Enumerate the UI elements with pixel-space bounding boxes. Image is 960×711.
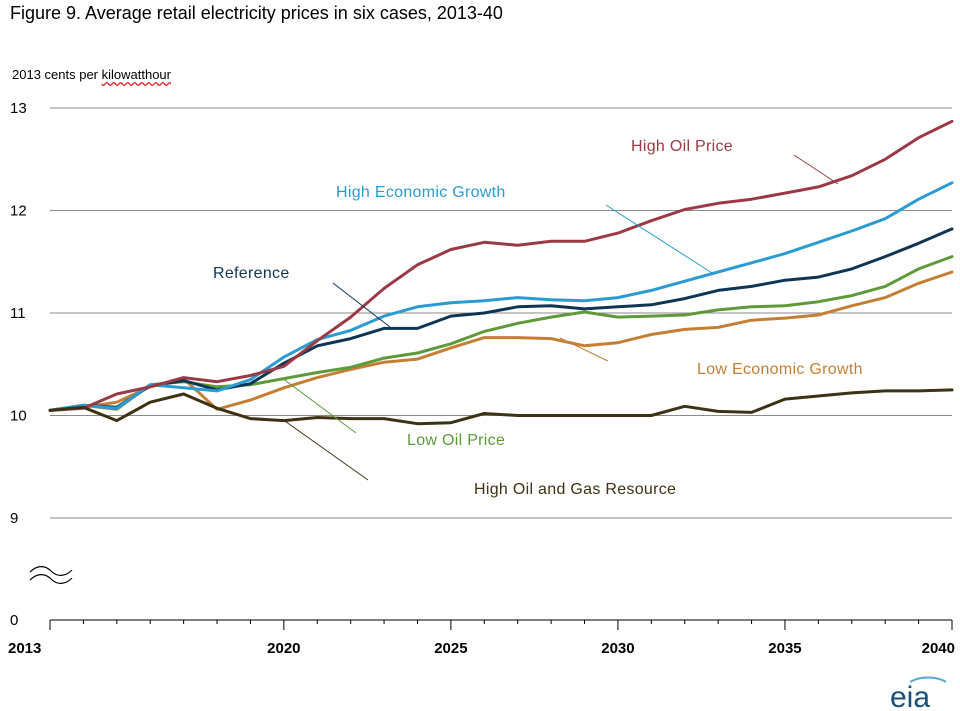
label-high-oil-price: High Oil Price [631, 138, 733, 155]
series-line-reference [48, 227, 954, 412]
x-tick-label-2035: 2035 [768, 640, 801, 657]
x-tick-label-2030: 2030 [601, 640, 634, 657]
series-labels: High Oil Price High Economic Growth Refe… [213, 138, 863, 498]
eia-logo-text: eia [890, 681, 930, 710]
series-line-low-economic-growth [48, 270, 954, 412]
x-tick-labels: 2013 2020 2025 2030 2035 2040 [8, 640, 955, 657]
series-lines [48, 119, 954, 426]
series-line-high-economic-growth [48, 181, 954, 412]
y-tick-label-10: 10 [10, 408, 27, 425]
leader-high-oil-and-gas-resource [281, 418, 369, 481]
label-low-economic-growth: Low Economic Growth [697, 361, 863, 378]
series-line-high-oil-and-gas-resource [48, 388, 954, 426]
axis-break-icon [29, 566, 73, 584]
y-axis-unit-label: 2013 cents per kilowatthour [12, 67, 171, 82]
label-leader-lines [281, 154, 839, 481]
y-tick-label-11: 11 [10, 305, 26, 322]
y-tick-labels: 13 12 11 10 9 0 [10, 100, 27, 629]
series-line-high-oil-price [48, 119, 954, 412]
label-low-oil-price: Low Oil Price [407, 432, 505, 449]
unit-word: kilowatthour [101, 67, 171, 82]
axes [49, 619, 953, 630]
eia-logo: eia [890, 676, 947, 710]
label-high-economic-growth: High Economic Growth [336, 184, 506, 201]
chart-title: Figure 9. Average retail electricity pri… [10, 3, 503, 23]
leader-high-oil-price [793, 154, 839, 185]
x-tick-label-2013: 2013 [8, 640, 41, 657]
label-reference: Reference [213, 265, 290, 282]
unit-prefix: 2013 cents per [12, 67, 102, 82]
y-tick-label-9: 9 [10, 510, 18, 527]
leader-high-economic-growth [605, 204, 713, 274]
y-tick-label-12: 12 [10, 203, 27, 220]
leader-low-oil-price [281, 377, 357, 434]
x-tick-label-2040: 2040 [922, 640, 955, 657]
leader-reference [332, 282, 391, 328]
y-tick-label-0: 0 [10, 612, 18, 629]
label-high-oil-and-gas-resource: High Oil and Gas Resource [474, 481, 676, 498]
x-tick-label-2020: 2020 [267, 640, 300, 657]
leader-low-economic-growth [559, 337, 609, 362]
x-tick-label-2025: 2025 [434, 640, 467, 657]
y-tick-label-13: 13 [10, 100, 27, 117]
